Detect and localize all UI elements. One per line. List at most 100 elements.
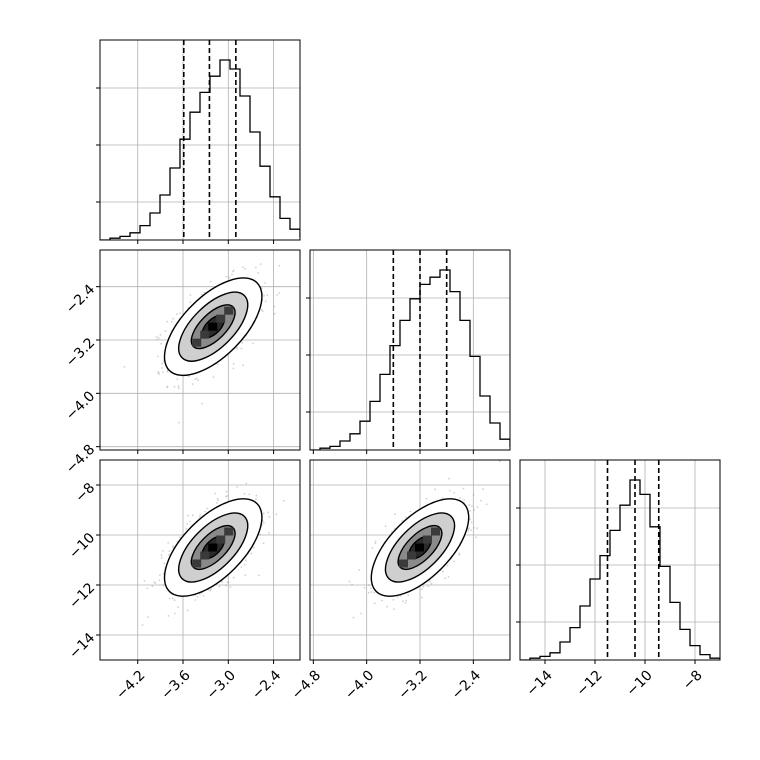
density-cell: [399, 559, 408, 568]
panel-frame: [309, 249, 511, 451]
scatter-point: [448, 477, 450, 480]
scatter-point: [447, 576, 450, 578]
scatter-point: [441, 497, 444, 499]
scatter-point: [469, 518, 472, 521]
scatter-point: [480, 499, 482, 502]
scatter-point: [227, 581, 230, 584]
scatter-point: [252, 546, 255, 549]
scatter-point: [147, 616, 150, 619]
scatter-point: [123, 366, 126, 368]
scatter-point: [244, 574, 247, 576]
scatter-point: [178, 421, 181, 424]
scatter-point: [244, 559, 247, 561]
scatter-point: [276, 294, 279, 296]
scatter-point: [172, 317, 175, 320]
scatter-point: [262, 512, 265, 515]
panel-frame: [99, 39, 301, 241]
scatter-point: [160, 556, 163, 559]
scatter-point: [197, 379, 199, 382]
scatter-point: [384, 525, 387, 527]
scatter-point: [204, 510, 206, 513]
scatter-point: [216, 502, 218, 504]
scatter-point: [409, 510, 412, 513]
scatter-point: [396, 596, 399, 598]
scatter-point: [167, 615, 170, 617]
scatter-point: [212, 376, 215, 378]
scatter-point: [160, 367, 163, 369]
scatter-point: [429, 581, 431, 583]
scatter-point: [402, 600, 404, 603]
scatter-point: [374, 542, 377, 545]
scatter-point: [168, 553, 170, 556]
scatter-point: [194, 378, 197, 381]
histogram-steps: [310, 269, 510, 450]
scatter-point: [471, 505, 473, 507]
scatter-point: [159, 574, 161, 576]
scatter-point: [195, 377, 198, 380]
scatter-point: [245, 482, 248, 485]
density-cell: [224, 527, 234, 536]
panel-area: [310, 460, 510, 660]
y-tick-label: −12: [66, 580, 98, 612]
density-cell: [216, 314, 226, 323]
scatter-point: [367, 584, 370, 586]
density-cell: [407, 551, 416, 560]
scatter-point: [459, 497, 462, 499]
histogram-steps: [520, 479, 720, 660]
y-tick-label: −10: [66, 530, 98, 562]
scatter-point: [225, 584, 228, 587]
scatter-point: [268, 532, 270, 534]
scatter-point: [157, 371, 160, 373]
scatter-point: [421, 596, 423, 599]
scatter-point: [201, 402, 204, 405]
scatter-point: [162, 572, 165, 575]
x-tick-label: −10: [624, 667, 656, 699]
scatter-point: [225, 490, 228, 493]
scatter-point: [186, 609, 189, 612]
scatter-point: [399, 595, 402, 597]
scatter-point: [462, 487, 465, 490]
scatter-point: [381, 599, 383, 602]
scatter-point: [158, 373, 161, 376]
scatter-point: [173, 385, 176, 388]
scatter-point: [348, 580, 351, 583]
scatter-point: [221, 580, 223, 583]
scatter-point: [425, 497, 428, 500]
scatter-point: [210, 588, 212, 591]
scatter-point: [218, 585, 221, 588]
scatter-point: [203, 291, 206, 294]
x-tick-label: −8: [680, 667, 706, 693]
scatter-point: [177, 385, 180, 387]
scatter-point: [236, 486, 239, 488]
scatter-point: [226, 495, 229, 497]
panel-frame: [99, 249, 301, 451]
y-tick-label: −14: [66, 630, 98, 662]
scatter-point: [189, 294, 192, 296]
scatter-point: [199, 593, 201, 595]
scatter-point: [393, 608, 395, 611]
scatter-point: [231, 273, 233, 276]
density-cell: [415, 543, 424, 552]
scatter-point: [217, 499, 220, 502]
scatter-point: [257, 272, 259, 274]
scatter-point: [263, 294, 265, 297]
scatter-point: [189, 520, 191, 523]
scatter-point: [232, 362, 235, 365]
scatter-point: [458, 552, 460, 555]
panel-frame: [519, 459, 721, 661]
scatter-point: [191, 514, 194, 517]
scatter-point: [278, 264, 281, 267]
scatter-point: [468, 504, 470, 506]
scatter-point: [476, 527, 479, 529]
scatter-point: [162, 550, 164, 552]
scatter-point: [217, 363, 220, 366]
y-tick-label: −3.2: [63, 335, 98, 370]
scatter-point: [262, 542, 265, 545]
scatter-point: [476, 506, 479, 509]
scatter-point: [158, 337, 160, 339]
scatter-point: [473, 509, 476, 511]
panel-frame: [99, 459, 301, 661]
scatter-point: [166, 386, 169, 389]
scatter-point: [449, 489, 451, 492]
scatter-point: [206, 507, 209, 510]
